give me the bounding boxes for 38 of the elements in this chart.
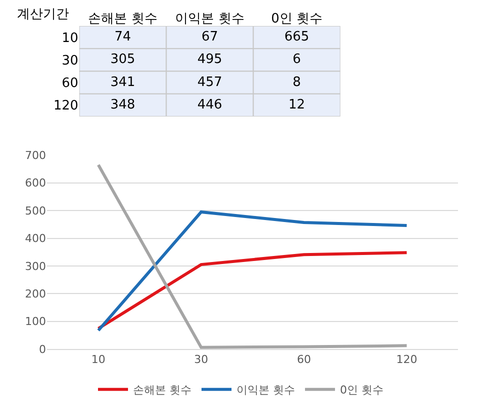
y-tick-label: 120 — [53, 98, 78, 114]
data-label: 67 — [202, 30, 218, 45]
x-tick-label: 30 — [194, 353, 208, 366]
legend-label: 이익본 횟수 — [236, 384, 295, 397]
x-tick-label: 손해본 횟수 — [88, 11, 158, 26]
line-series — [96, 210, 408, 332]
data-label: 8 — [292, 74, 301, 90]
y-tick-label: 10 — [62, 30, 78, 46]
x-tick-label: 10 — [91, 353, 106, 366]
y-tick-label: 30 — [62, 53, 78, 68]
y-tick-label: 100 — [24, 315, 46, 328]
y-tick-label: 0 — [38, 342, 46, 356]
y-tick-label: 700 — [24, 149, 46, 162]
legend-label: 0인 횟수 — [340, 384, 384, 397]
data-label: 665 — [284, 30, 310, 45]
data-label: 446 — [197, 97, 222, 112]
x-tick-label: 이익본 횟수 — [175, 11, 244, 26]
y-tick-label: 300 — [24, 260, 46, 273]
y-tick-label: 600 — [24, 176, 46, 190]
data-label: 74 — [114, 30, 132, 45]
legend-label: 손해본 횟수 — [133, 384, 192, 397]
y-tick-label: 60 — [62, 76, 78, 92]
data-label: 457 — [197, 74, 222, 90]
data-label: 495 — [197, 52, 222, 68]
data-label: 341 — [110, 74, 136, 90]
data-label: 305 — [110, 52, 136, 68]
y-tick-label: 400 — [24, 232, 46, 246]
line-series — [96, 251, 408, 330]
x-tick-label: 120 — [396, 353, 418, 366]
data-label: 12 — [288, 97, 306, 112]
data-label: 348 — [110, 97, 136, 112]
text: 계산기간 — [17, 7, 69, 22]
data-label: 6 — [292, 52, 301, 68]
y-tick-label: 200 — [24, 287, 46, 300]
x-tick-label: 0인 횟수 — [271, 11, 323, 26]
x-tick-label: 60 — [296, 353, 311, 366]
y-tick-label: 500 — [24, 204, 46, 218]
line-series — [96, 163, 408, 349]
